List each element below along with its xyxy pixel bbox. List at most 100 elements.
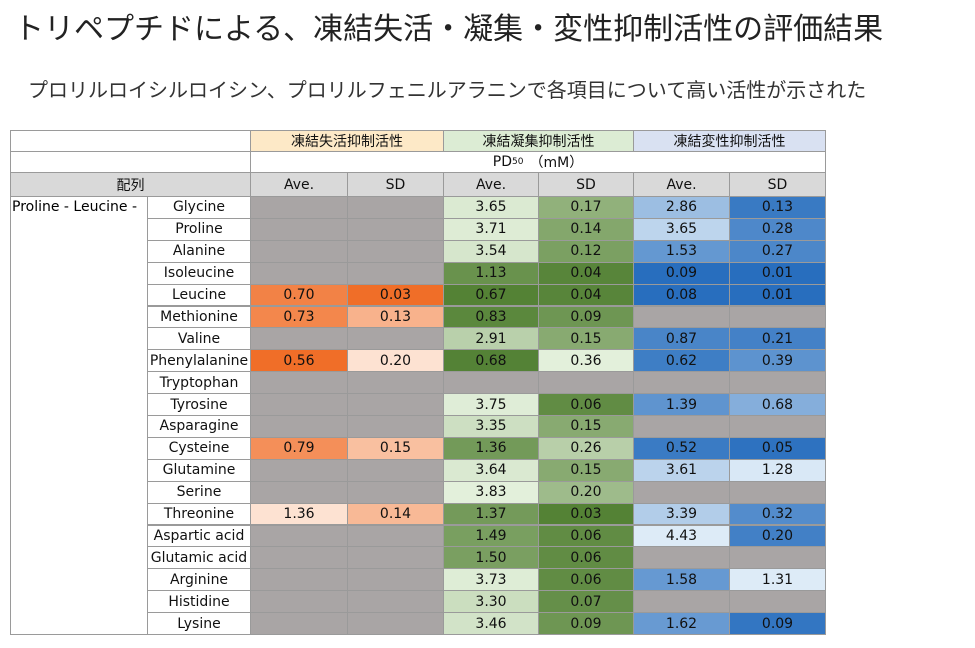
value-cell: 3.75 (443, 393, 539, 416)
row-name: Methionine (147, 305, 251, 329)
value-cell: 0.13 (729, 196, 826, 219)
stat-header: Ave. (250, 172, 348, 197)
value-cell: 0.39 (729, 349, 826, 373)
empty-cell (729, 546, 826, 570)
value-cell: 0.26 (538, 436, 634, 460)
empty-cell (347, 546, 444, 570)
empty-cell (250, 568, 348, 592)
value-cell: 0.06 (538, 524, 634, 548)
value-cell: 0.09 (538, 305, 634, 329)
empty-cell (538, 371, 634, 395)
row-name: Cysteine (147, 436, 251, 460)
value-cell: 1.39 (633, 393, 730, 416)
empty-cell (347, 568, 444, 592)
row-name: Tryptophan (147, 371, 251, 395)
value-cell: 0.15 (538, 458, 634, 482)
empty-cell (250, 458, 348, 482)
value-cell: 0.15 (538, 327, 634, 351)
row-name: Aspartic acid (147, 524, 251, 548)
empty-cell (729, 371, 826, 395)
empty-cell (347, 590, 444, 614)
unit-header: PD 50 （mM） (250, 151, 826, 173)
value-cell: 0.09 (633, 261, 730, 285)
value-cell: 1.36 (443, 436, 539, 460)
value-cell: 1.28 (729, 458, 826, 482)
value-cell: 4.43 (633, 524, 730, 548)
value-cell: 0.83 (443, 305, 539, 329)
empty-cell (250, 480, 348, 504)
row-name: Arginine (147, 568, 251, 592)
value-cell: 1.37 (443, 502, 539, 526)
value-cell: 0.20 (538, 480, 634, 504)
value-cell: 0.06 (538, 568, 634, 592)
empty-cell (250, 415, 348, 438)
empty-cell (250, 261, 348, 285)
value-cell: 0.03 (538, 502, 634, 526)
value-cell: 0.06 (538, 393, 634, 416)
title: トリペプチドによる、凍結失活・凝集・変性抑制活性の評価結果 (14, 12, 884, 47)
empty-cell (347, 612, 444, 635)
value-cell: 0.09 (538, 612, 634, 635)
empty-cell (250, 524, 348, 548)
unit-sub: 50 (512, 157, 524, 167)
row-name: Histidine (147, 590, 251, 614)
value-cell: 0.17 (538, 196, 634, 219)
row-name: Glutamic acid (147, 546, 251, 570)
empty-cell (633, 305, 730, 329)
group-header: 凍結変性抑制活性 (633, 130, 826, 152)
value-cell: 0.05 (729, 436, 826, 460)
value-cell: 3.65 (443, 196, 539, 219)
value-cell: 0.20 (347, 349, 444, 373)
blank-header (10, 130, 251, 152)
empty-cell (347, 217, 444, 241)
value-cell: 3.39 (633, 502, 730, 526)
empty-cell (633, 480, 730, 504)
value-cell: 0.06 (538, 546, 634, 570)
value-cell: 0.20 (729, 524, 826, 548)
prefix-cell (10, 196, 148, 635)
value-cell: 0.28 (729, 217, 826, 241)
row-name: Lysine (147, 612, 251, 635)
value-cell: 1.50 (443, 546, 539, 570)
empty-cell (633, 546, 730, 570)
row-name: Glutamine (147, 458, 251, 482)
value-cell: 0.70 (250, 283, 348, 307)
value-cell: 0.32 (729, 502, 826, 526)
value-cell: 0.62 (633, 349, 730, 373)
value-cell: 3.73 (443, 568, 539, 592)
value-cell: 3.61 (633, 458, 730, 482)
value-cell: 0.04 (538, 283, 634, 307)
value-cell: 1.36 (250, 502, 348, 526)
empty-cell (443, 371, 539, 395)
empty-cell (347, 371, 444, 395)
empty-cell (347, 261, 444, 285)
value-cell: 1.13 (443, 261, 539, 285)
empty-cell (729, 415, 826, 438)
value-cell: 3.71 (443, 217, 539, 241)
sequence-header: 配列 (10, 172, 251, 197)
value-cell: 0.03 (347, 283, 444, 307)
row-name: Alanine (147, 239, 251, 263)
empty-cell (347, 524, 444, 548)
subtitle: プロリルロイシルロイシン、プロリルフェニルアラニンで各項目について高い活性が示さ… (28, 78, 867, 102)
value-cell: 0.07 (538, 590, 634, 614)
value-cell: 0.15 (538, 415, 634, 438)
value-cell: 1.49 (443, 524, 539, 548)
value-cell: 0.36 (538, 349, 634, 373)
value-cell: 2.91 (443, 327, 539, 351)
empty-cell (633, 590, 730, 614)
value-cell: 0.12 (538, 239, 634, 263)
value-cell: 3.65 (633, 217, 730, 241)
empty-cell (729, 480, 826, 504)
row-name: Valine (147, 327, 251, 351)
empty-cell (347, 458, 444, 482)
empty-cell (347, 196, 444, 219)
value-cell: 3.54 (443, 239, 539, 263)
row-name: Glycine (147, 196, 251, 219)
empty-cell (633, 371, 730, 395)
empty-cell (729, 590, 826, 614)
group-header: 凍結凝集抑制活性 (443, 130, 634, 152)
empty-cell (250, 239, 348, 263)
value-cell: 0.09 (729, 612, 826, 635)
empty-cell (250, 612, 348, 635)
